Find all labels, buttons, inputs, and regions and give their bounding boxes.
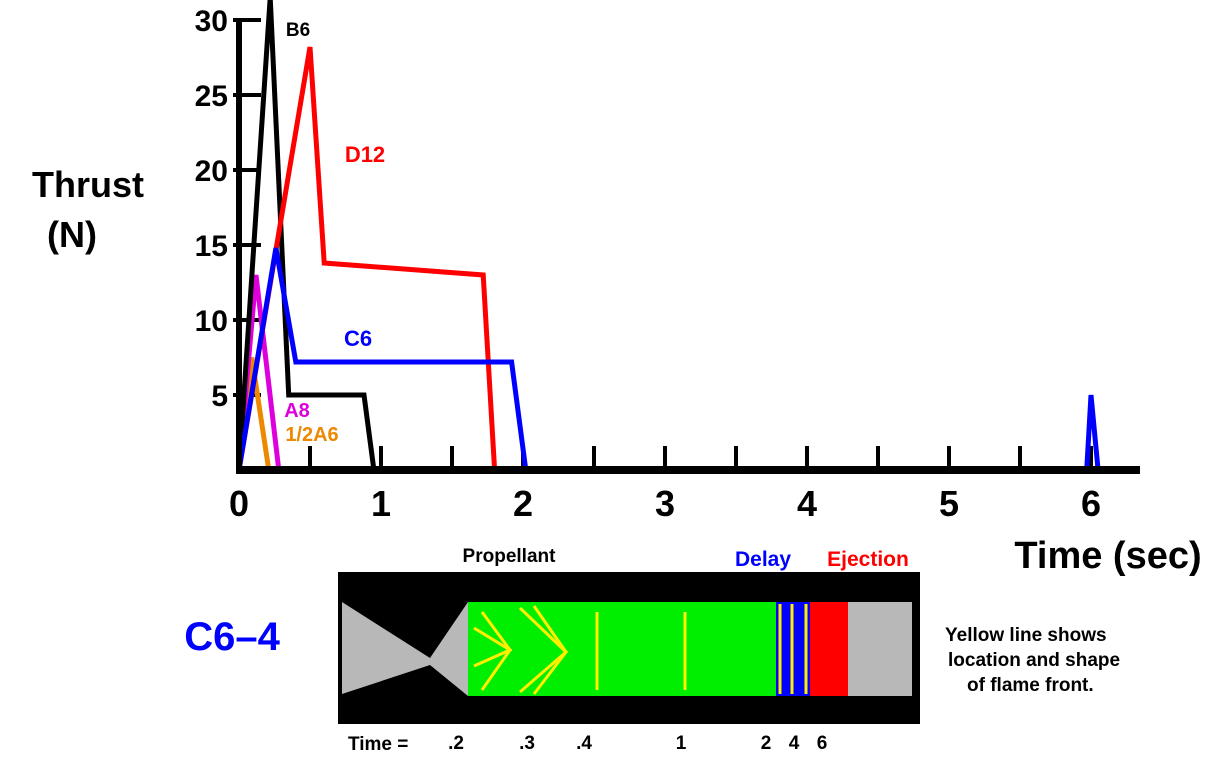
x-tick-label: 6 [1081,483,1101,524]
time-mark-label: 2 [761,733,772,754]
x-tick-mark [450,446,454,468]
series-group [236,0,1101,473]
x-tick-label: 5 [939,483,959,524]
x-tick-mark [308,446,312,468]
x-tick-mark [876,446,880,468]
x-axis-label: Time (sec) [1014,535,1201,577]
series-line-d12 [236,46,498,471]
x-tick-label: 1 [371,483,391,524]
x-tick-mark [1089,446,1093,468]
ejection-label: Ejection [827,548,909,571]
y-tick-label: 15 [195,230,228,263]
ejection-charge [810,602,848,696]
y-tick-label: 30 [195,5,228,38]
time-mark-label: 1 [676,733,687,754]
flame-note-line1: Yellow line shows [945,625,1107,646]
x-tick-mark [379,446,383,468]
y-axis-line [236,18,242,474]
y-tick-label: 25 [195,80,228,113]
series-label-b6: B6 [286,20,310,41]
y-tick-mark [233,168,261,172]
y-axis-label-line2: (N) [47,214,97,255]
series-label-group: B6 D12 C6 A81/2A6 [284,20,385,446]
y-tick-label: 5 [211,380,228,413]
x-tick-mark [663,446,667,468]
time-mark-label: .4 [576,733,592,754]
x-tick-label: 3 [655,483,675,524]
x-tick-mark [592,446,596,468]
series-line-c6 [236,247,1101,473]
y-tick-label: 20 [195,155,228,188]
y-tick-mark [233,243,261,247]
y-tick-label: 10 [195,305,228,338]
flame-front-0.4 [532,605,568,695]
flame-front-0.2b [473,626,513,691]
x-tick-mark [1018,446,1022,468]
thrust-chart: Thrust (N) Time (sec) 5 10 15 20 25 30 0 1 2 3 4 5… [32,0,1202,577]
series-label-c6: C6 [344,326,372,351]
series-label-d12: D12 [345,142,385,167]
y-tick-group: 5 10 15 20 25 30 [195,5,261,413]
end-cap [848,602,912,696]
y-tick-mark [233,18,261,22]
flame-front-lines [473,604,808,695]
propellant-grain [468,602,776,696]
x-tick-mark [734,446,738,468]
x-tick-mark [805,446,809,468]
y-axis-label-line1: Thrust [32,164,144,205]
x-tick-mark [947,446,951,468]
y-tick-mark [233,93,261,97]
time-mark-label: 4 [789,733,800,754]
x-tick-label: 2 [513,483,533,524]
time-mark-label: .2 [448,733,464,754]
x-tick-label: 4 [797,483,817,524]
x-tick-label: 0 [229,483,249,524]
time-mark-label: 6 [817,733,828,754]
nozzle-throat [342,602,468,696]
series-line-b6 [236,0,377,471]
flame-note-line3: of flame front. [967,675,1094,696]
time-mark-label: .3 [519,733,535,754]
flame-note-line2: location and shape [948,650,1120,671]
engine-diagram: C6–4 Propellant Delay Ejection [184,546,1120,755]
time-prefix: Time = [348,734,408,755]
series-label-a8: A8 [284,400,310,422]
series-label-1-2a6: 1/2A6 [285,424,338,446]
engine-label: C6–4 [184,615,280,659]
propellant-label: Propellant [463,546,557,567]
x-axis-line [236,466,1140,474]
delay-label: Delay [735,548,791,571]
time-mark-group: Time = .2 .3 .4 1 2 4 6 [348,733,827,755]
x-tick-group: 0 1 2 3 4 5 6 [229,446,1101,524]
